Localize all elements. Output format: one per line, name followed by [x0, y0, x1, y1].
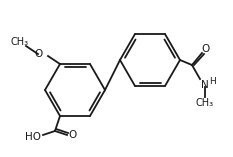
Text: CH₃: CH₃	[11, 37, 29, 47]
Text: CH₃: CH₃	[196, 98, 214, 108]
Text: O: O	[34, 49, 42, 59]
Text: N: N	[201, 80, 209, 90]
Text: O: O	[69, 130, 77, 140]
Text: O: O	[202, 44, 210, 54]
Text: H: H	[209, 76, 215, 86]
Text: HO: HO	[25, 132, 41, 142]
